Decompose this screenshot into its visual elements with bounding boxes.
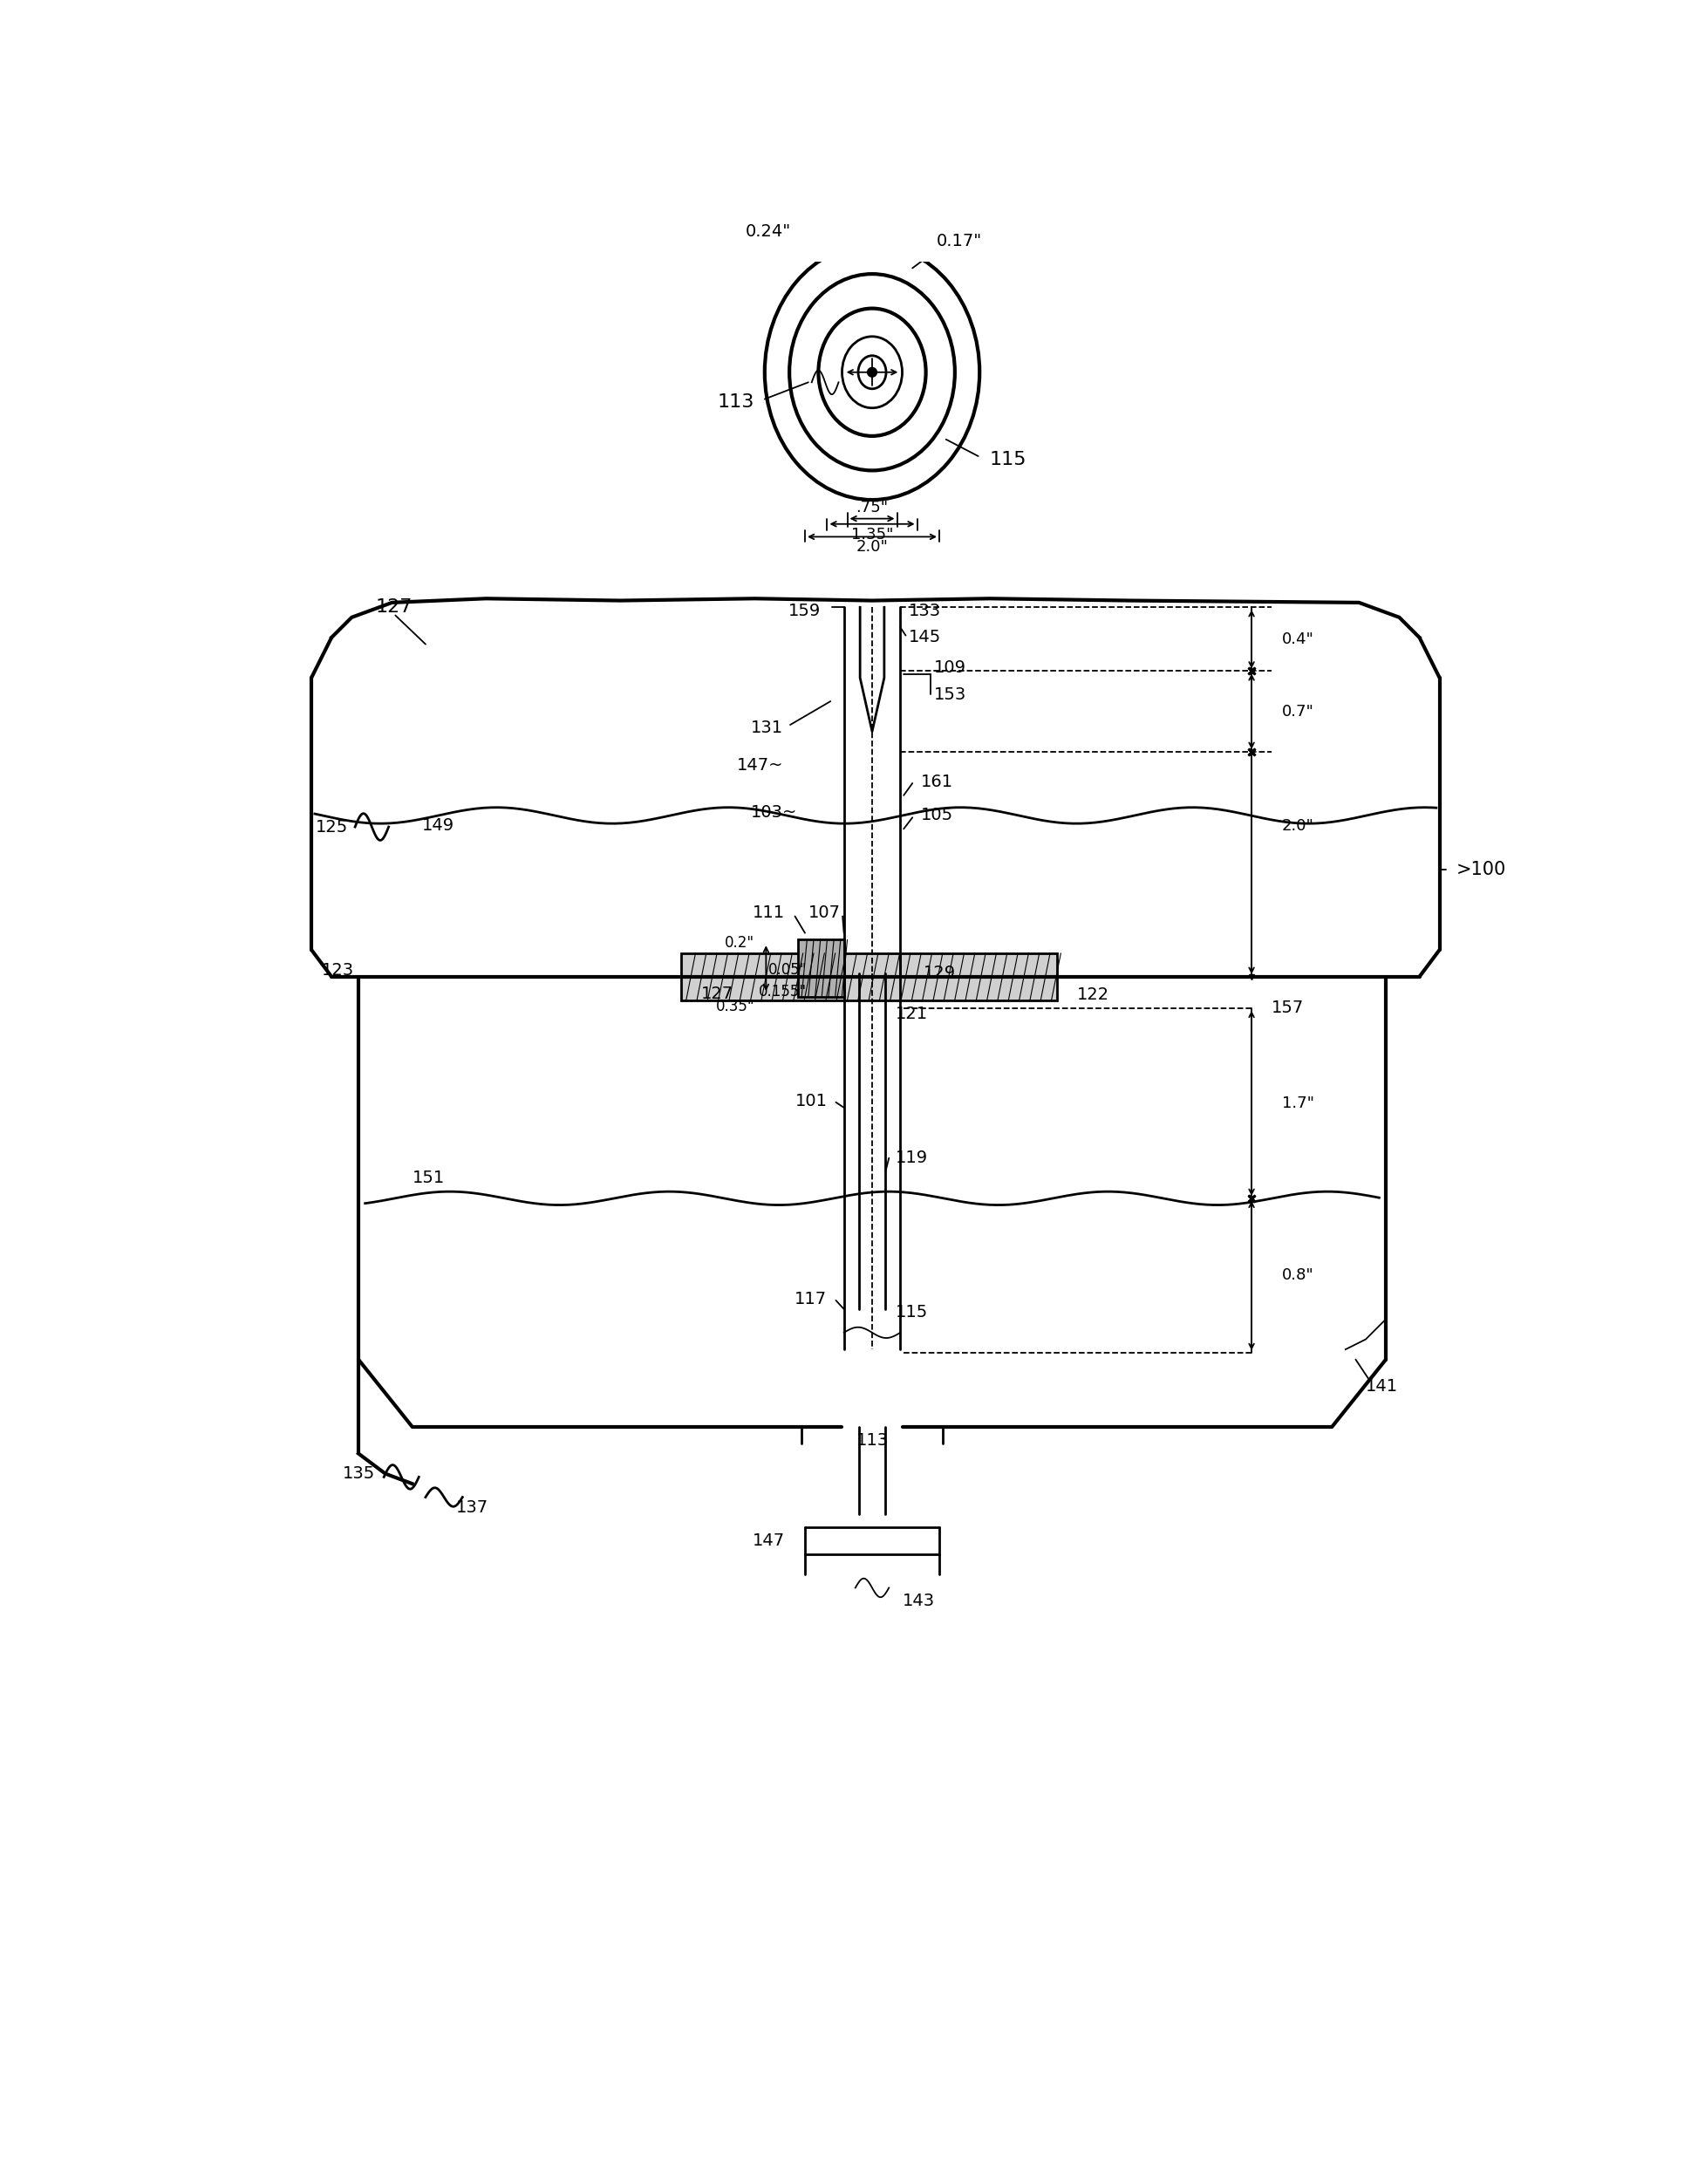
Text: 135: 135 bbox=[343, 1465, 375, 1483]
Text: 117: 117 bbox=[795, 1291, 827, 1308]
Text: 115: 115 bbox=[989, 450, 1026, 467]
Text: 149: 149 bbox=[423, 817, 455, 834]
Text: 131: 131 bbox=[752, 721, 784, 736]
Text: 0.05": 0.05" bbox=[769, 963, 806, 978]
Text: 122: 122 bbox=[1078, 987, 1110, 1002]
Text: 137: 137 bbox=[455, 1498, 488, 1516]
Text: 127: 127 bbox=[375, 598, 413, 616]
Text: 103~: 103~ bbox=[750, 804, 796, 821]
Text: 113: 113 bbox=[856, 1433, 888, 1448]
Text: 157: 157 bbox=[1272, 1000, 1304, 1016]
Ellipse shape bbox=[868, 367, 876, 378]
Text: 0.2": 0.2" bbox=[725, 935, 755, 950]
Bar bbox=[680, 952, 1057, 1000]
Text: 0.8": 0.8" bbox=[1282, 1267, 1315, 1284]
Text: 1.35": 1.35" bbox=[851, 526, 893, 542]
Text: 159: 159 bbox=[788, 603, 820, 618]
Text: 115: 115 bbox=[895, 1304, 928, 1321]
Text: .75": .75" bbox=[856, 500, 888, 515]
Text: 0.35": 0.35" bbox=[716, 998, 755, 1016]
Text: 0.4": 0.4" bbox=[1282, 631, 1315, 646]
Text: 153: 153 bbox=[934, 686, 967, 703]
Text: 121: 121 bbox=[895, 1005, 928, 1022]
Text: 147: 147 bbox=[752, 1533, 784, 1548]
Text: 145: 145 bbox=[909, 629, 941, 646]
Text: 0.17": 0.17" bbox=[936, 234, 982, 249]
Text: 161: 161 bbox=[921, 773, 953, 791]
Text: 127: 127 bbox=[701, 985, 733, 1002]
Text: 113: 113 bbox=[718, 393, 755, 411]
Text: 141: 141 bbox=[1366, 1378, 1398, 1396]
Text: 2.0": 2.0" bbox=[1282, 817, 1315, 834]
Text: 151: 151 bbox=[413, 1171, 445, 1186]
Text: 2.0": 2.0" bbox=[856, 539, 888, 555]
Text: 0.7": 0.7" bbox=[1282, 703, 1315, 719]
Text: 0.24": 0.24" bbox=[745, 223, 791, 240]
Text: 123: 123 bbox=[322, 961, 355, 978]
Text: 125: 125 bbox=[315, 819, 348, 836]
Text: 105: 105 bbox=[921, 808, 953, 823]
Bar bbox=[798, 939, 844, 996]
Text: 143: 143 bbox=[902, 1592, 934, 1610]
Text: 133: 133 bbox=[909, 603, 941, 618]
Text: 0.155": 0.155" bbox=[759, 983, 806, 1000]
Text: 129: 129 bbox=[924, 965, 957, 981]
Text: 101: 101 bbox=[795, 1092, 827, 1109]
Text: 111: 111 bbox=[752, 904, 784, 922]
Text: 147~: 147~ bbox=[737, 758, 784, 773]
Text: >100: >100 bbox=[1456, 860, 1506, 878]
Text: 107: 107 bbox=[808, 904, 841, 922]
Text: 1.7": 1.7" bbox=[1282, 1096, 1315, 1112]
Text: 109: 109 bbox=[934, 660, 967, 677]
Text: 119: 119 bbox=[895, 1149, 928, 1166]
